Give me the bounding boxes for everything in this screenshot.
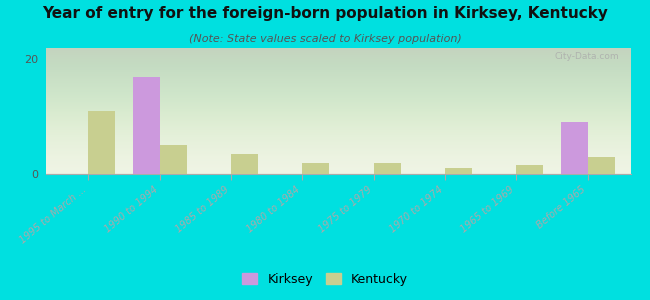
Bar bbox=[588, 157, 615, 174]
Text: City-Data.com: City-Data.com bbox=[554, 52, 619, 61]
Bar bbox=[88, 111, 116, 174]
Text: Year of entry for the foreign-born population in Kirksey, Kentucky: Year of entry for the foreign-born popul… bbox=[42, 6, 608, 21]
Bar bbox=[160, 146, 187, 174]
Bar bbox=[516, 165, 543, 174]
Text: (Note: State values scaled to Kirksey population): (Note: State values scaled to Kirksey po… bbox=[188, 34, 462, 44]
Bar bbox=[560, 122, 588, 174]
Bar bbox=[231, 154, 258, 174]
Bar bbox=[302, 163, 330, 174]
Bar bbox=[133, 76, 160, 174]
Legend: Kirksey, Kentucky: Kirksey, Kentucky bbox=[237, 268, 413, 291]
Bar bbox=[445, 168, 472, 174]
Bar bbox=[374, 163, 401, 174]
